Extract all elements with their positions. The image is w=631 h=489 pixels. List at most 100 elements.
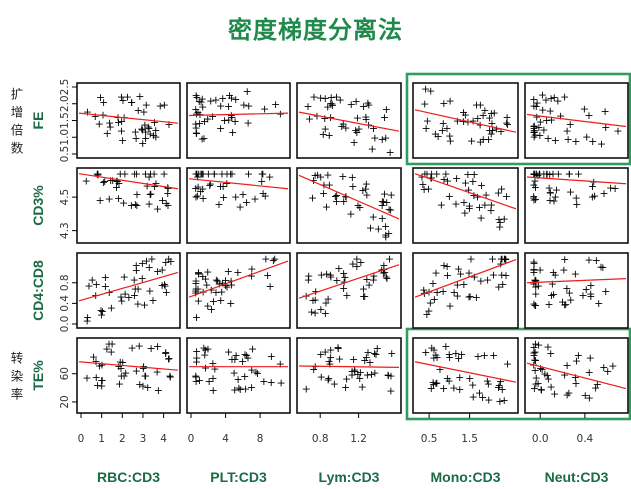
- data-point: +: [192, 167, 201, 180]
- data-point: +: [608, 360, 617, 373]
- x-tick-label: 1.2: [350, 433, 367, 445]
- data-point: +: [325, 178, 334, 191]
- data-point: +: [354, 122, 363, 135]
- data-point: +: [89, 351, 98, 364]
- data-point: +: [445, 129, 454, 142]
- data-point: +: [191, 167, 200, 180]
- regression-line: [298, 365, 400, 368]
- data-point: +: [427, 172, 436, 185]
- data-point: +: [305, 112, 314, 125]
- data-point: +: [120, 167, 129, 180]
- data-point: +: [477, 179, 486, 192]
- data-point: +: [215, 277, 224, 290]
- data-point: +: [160, 167, 169, 180]
- data-point: +: [539, 167, 548, 180]
- data-point: +: [421, 83, 430, 96]
- data-point: +: [431, 267, 440, 280]
- data-point: +: [99, 96, 108, 109]
- data-point: +: [304, 270, 313, 283]
- data-point: +: [371, 348, 380, 361]
- data-point: +: [574, 349, 583, 362]
- data-point: +: [355, 201, 364, 214]
- data-point: +: [596, 260, 605, 273]
- data-point: +: [164, 118, 173, 131]
- data-point: +: [350, 365, 359, 378]
- data-point: +: [106, 174, 115, 187]
- data-point: +: [118, 134, 127, 147]
- data-point: +: [96, 304, 105, 317]
- data-point: +: [212, 273, 221, 286]
- data-point: +: [546, 186, 555, 199]
- data-point: +: [153, 265, 162, 278]
- data-point: +: [130, 167, 139, 180]
- data-point: +: [465, 202, 474, 215]
- data-point: +: [581, 389, 590, 402]
- data-point: +: [194, 295, 203, 308]
- data-point: +: [227, 353, 236, 366]
- data-point: +: [194, 266, 203, 279]
- data-point: +: [146, 187, 155, 200]
- data-point: +: [150, 180, 159, 193]
- data-point: +: [133, 282, 142, 295]
- data-point: +: [501, 269, 510, 282]
- data-point: +: [479, 133, 488, 146]
- data-point: +: [118, 94, 127, 107]
- data-point: +: [231, 93, 240, 106]
- data-point: +: [445, 95, 454, 108]
- row-label-cn-char: 扩: [11, 87, 24, 102]
- data-point: +: [139, 360, 148, 373]
- data-point: +: [494, 186, 503, 199]
- data-point: +: [422, 308, 431, 321]
- data-point: +: [103, 127, 112, 140]
- data-point: +: [353, 368, 362, 381]
- data-point: +: [161, 347, 170, 360]
- data-point: +: [138, 257, 147, 270]
- data-point: +: [261, 189, 270, 202]
- data-point: +: [589, 176, 598, 189]
- data-point: +: [373, 342, 382, 355]
- data-point: +: [226, 297, 235, 310]
- data-point: +: [191, 370, 200, 383]
- data-point: +: [430, 293, 439, 306]
- data-point: +: [117, 91, 126, 104]
- data-point: +: [496, 375, 505, 388]
- data-point: +: [543, 167, 552, 180]
- data-point: +: [342, 191, 351, 204]
- data-point: +: [449, 286, 458, 299]
- data-point: +: [445, 348, 454, 361]
- data-point: +: [192, 89, 201, 102]
- panel-frame: [524, 337, 629, 414]
- data-point: +: [459, 115, 468, 128]
- data-point: +: [261, 252, 270, 265]
- data-point: +: [348, 171, 357, 184]
- data-point: +: [164, 252, 173, 265]
- data-point: +: [545, 168, 554, 181]
- data-point: +: [553, 94, 562, 107]
- data-point: +: [330, 377, 339, 390]
- data-point: +: [529, 278, 538, 291]
- data-point: +: [226, 167, 235, 180]
- data-point: +: [533, 169, 542, 182]
- data-point: +: [192, 91, 201, 104]
- data-point: +: [532, 371, 541, 384]
- data-point: +: [468, 379, 477, 392]
- data-point: +: [239, 98, 248, 111]
- data-point: +: [536, 115, 545, 128]
- data-point: +: [565, 167, 574, 180]
- data-point: +: [135, 339, 144, 352]
- data-point: +: [224, 100, 233, 113]
- panel-frame: [524, 167, 629, 244]
- data-point: +: [503, 118, 512, 131]
- data-point: +: [163, 182, 172, 195]
- data-point: +: [495, 221, 504, 234]
- data-point: +: [359, 100, 368, 113]
- data-point: +: [588, 135, 597, 148]
- data-point: +: [193, 189, 202, 202]
- data-point: +: [503, 357, 512, 370]
- data-point: +: [97, 380, 106, 393]
- column-label: RBC:CD3: [97, 469, 160, 485]
- data-point: +: [195, 117, 204, 130]
- data-point: +: [464, 183, 473, 196]
- regression-line: [526, 176, 627, 185]
